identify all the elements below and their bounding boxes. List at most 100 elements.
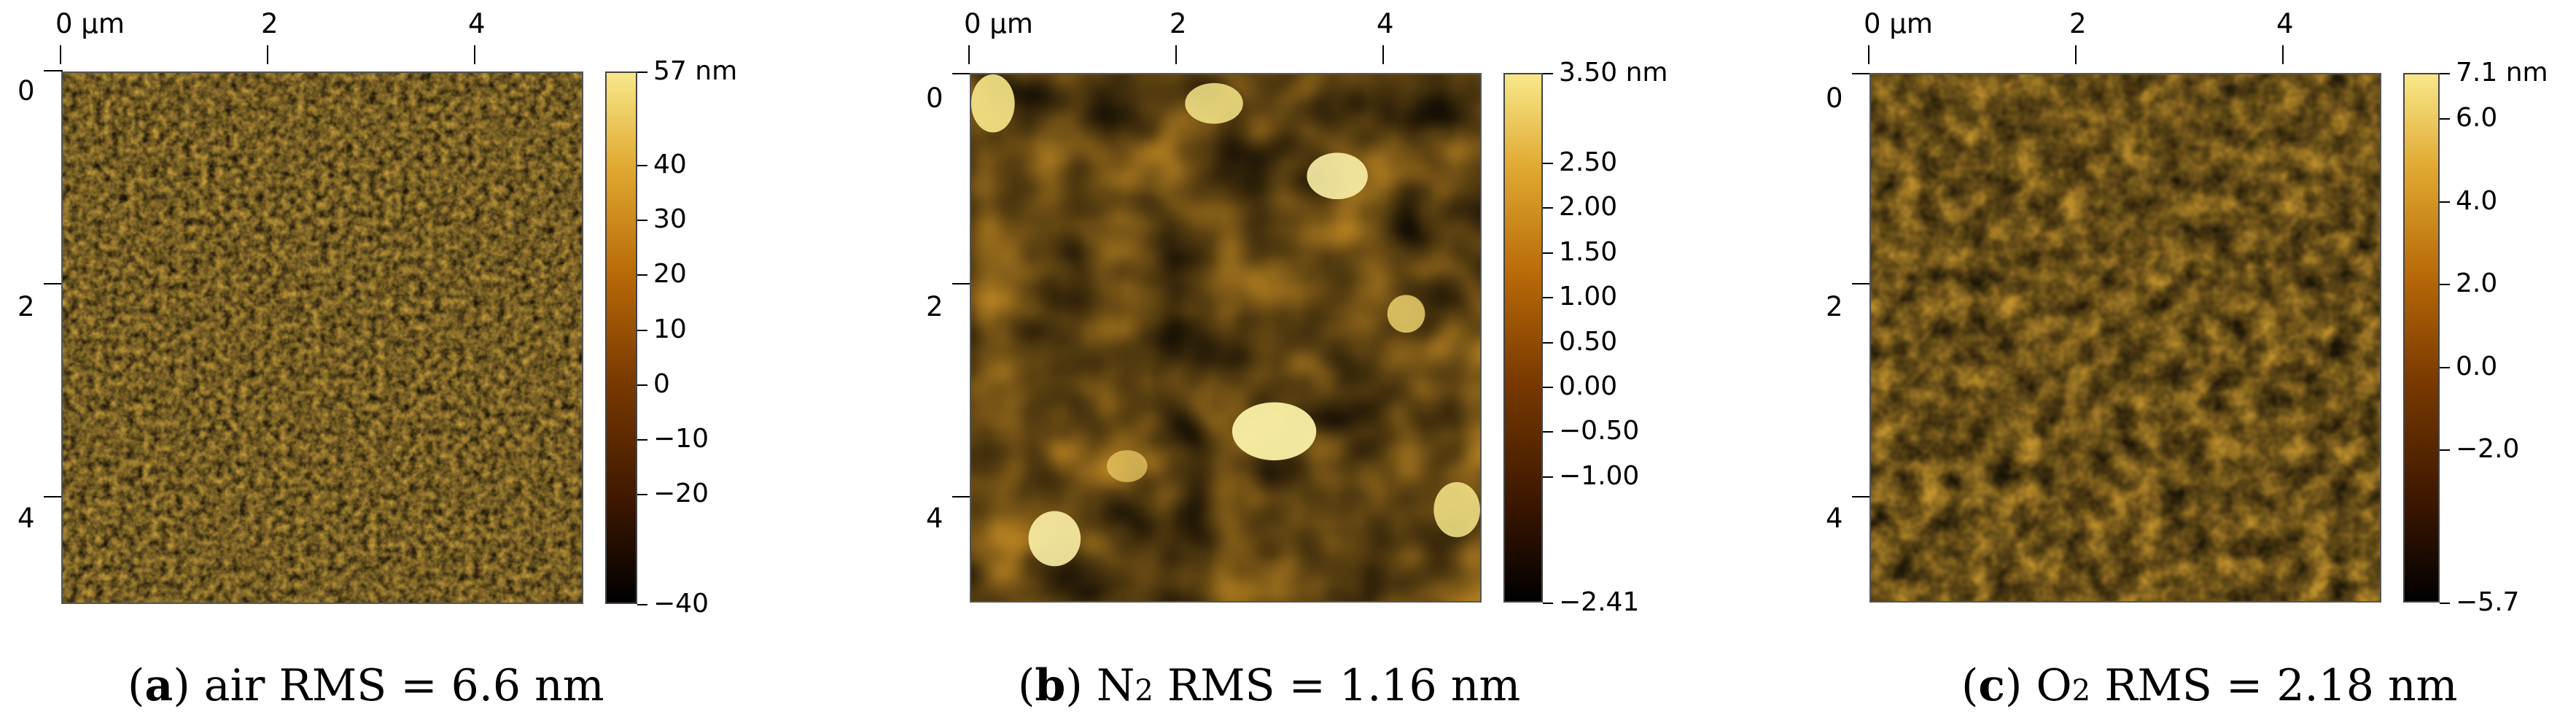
colorbar-tick-mark bbox=[1543, 341, 1553, 344]
colorbar-tick-mark bbox=[637, 439, 647, 441]
y-tick-label: 2 bbox=[926, 291, 943, 322]
colorbar-tick-mark bbox=[2440, 118, 2450, 120]
panel-a: 0 µm 2 4 0 2 4 57 nm 40 30 20 10 0 −10 −20 −40 (… bbox=[0, 0, 858, 728]
colorbar-tick-mark bbox=[1543, 476, 1553, 478]
colorbar bbox=[1503, 73, 1543, 603]
colorbar-tick-label: 4.0 bbox=[2456, 185, 2498, 216]
colorbar-tick-mark bbox=[2440, 366, 2450, 368]
colorbar-tick-mark bbox=[637, 329, 647, 331]
x-tick-label: 4 bbox=[1377, 8, 1394, 39]
x-tick-label: 2 bbox=[1170, 8, 1187, 39]
caption: (b) N2 RMS = 1.16 nm bbox=[1018, 660, 1521, 711]
x-tick-label: 4 bbox=[468, 8, 486, 39]
x-tick-label: 0 µm bbox=[55, 8, 125, 39]
caption: (c) O2 RMS = 2.18 nm bbox=[1961, 660, 2458, 711]
caption-gas-subscript: 2 bbox=[2071, 674, 2091, 708]
x-tick-label: 0 µm bbox=[1864, 8, 1933, 39]
colorbar-tick-mark bbox=[1543, 431, 1553, 433]
colorbar-tick-label: −2.41 bbox=[1559, 587, 1640, 617]
colorbar-tick-mark bbox=[1543, 207, 1553, 209]
caption-rms: RMS = 6.6 nm bbox=[279, 660, 604, 711]
colorbar-tick-mark bbox=[1543, 162, 1553, 164]
x-tick-mark bbox=[968, 45, 970, 64]
panel-c: 0 µm 2 4 0 2 4 7.1 nm 6.0 4.0 2.0 0.0 −2.0 −5.… bbox=[1808, 0, 2576, 728]
x-tick-mark bbox=[1175, 45, 1177, 64]
colorbar-tick-label: 2.00 bbox=[1559, 192, 1618, 222]
y-tick-label: 4 bbox=[1826, 503, 1843, 534]
x-tick-mark bbox=[2075, 45, 2077, 64]
caption-letter: a bbox=[144, 660, 174, 711]
colorbar-tick-mark bbox=[1543, 252, 1553, 254]
caption-gas: air bbox=[203, 660, 265, 711]
x-tick-mark bbox=[474, 45, 475, 64]
colorbar-tick-mark bbox=[2440, 449, 2450, 452]
colorbar bbox=[605, 71, 637, 604]
y-tick-mark bbox=[1852, 496, 1871, 497]
x-tick-mark bbox=[1382, 45, 1384, 64]
y-tick-mark bbox=[44, 283, 63, 284]
y-tick-mark bbox=[952, 283, 971, 284]
colorbar-tick-mark bbox=[2440, 201, 2450, 203]
panel-b: 0 µm 2 4 0 2 4 3.50 nm 2.50 2.00 1.50 1.00 0.… bbox=[908, 0, 1767, 728]
colorbar-tick-mark bbox=[637, 604, 647, 605]
y-tick-mark bbox=[1852, 73, 1871, 74]
colorbar-tick-label: 0.00 bbox=[1559, 371, 1618, 401]
colorbar-tick-label: 40 bbox=[653, 149, 687, 179]
colorbar-tick-label: 57 nm bbox=[653, 56, 738, 86]
y-tick-mark bbox=[1852, 283, 1871, 284]
colorbar-tick-label: 30 bbox=[653, 204, 687, 235]
colorbar-tick-mark bbox=[1543, 386, 1553, 388]
colorbar-tick-mark bbox=[2440, 603, 2450, 604]
caption-gas: N bbox=[1096, 660, 1135, 711]
colorbar bbox=[2403, 73, 2440, 603]
y-tick-label: 0 bbox=[926, 82, 943, 114]
colorbar-tick-label: 1.00 bbox=[1559, 282, 1618, 312]
x-tick-mark bbox=[2282, 45, 2284, 64]
colorbar-tick-label: 10 bbox=[653, 314, 687, 344]
y-tick-label: 0 bbox=[1826, 82, 1843, 114]
colorbar-tick-label: −0.50 bbox=[1559, 416, 1640, 446]
y-tick-label: 0 bbox=[17, 75, 35, 107]
colorbar-tick-mark bbox=[2440, 284, 2450, 286]
colorbar-tick-mark bbox=[2440, 73, 2450, 74]
y-tick-label: 2 bbox=[1826, 291, 1843, 322]
caption: (a) air RMS = 6.6 nm bbox=[128, 660, 604, 711]
colorbar-tick-label: 0.50 bbox=[1559, 326, 1618, 357]
y-tick-mark bbox=[952, 496, 971, 497]
x-tick-label: 0 µm bbox=[964, 8, 1033, 39]
colorbar-tick-label: 2.50 bbox=[1559, 147, 1618, 177]
x-tick-mark bbox=[267, 45, 268, 64]
y-tick-label: 4 bbox=[17, 503, 35, 534]
colorbar-tick-label: −20 bbox=[653, 479, 709, 509]
colorbar-tick-label: −5.7 bbox=[2456, 587, 2520, 617]
x-tick-mark bbox=[1868, 45, 1869, 64]
y-tick-mark bbox=[44, 496, 63, 497]
x-tick-label: 4 bbox=[2276, 8, 2294, 39]
caption-rms: RMS = 1.16 nm bbox=[1167, 660, 1521, 711]
colorbar-tick-mark bbox=[637, 274, 647, 276]
colorbar-tick-mark bbox=[1543, 297, 1553, 299]
caption-rms: RMS = 2.18 nm bbox=[2104, 660, 2458, 711]
caption-gas: O bbox=[2036, 660, 2072, 711]
colorbar-tick-mark bbox=[637, 71, 647, 73]
colorbar-tick-label: 6.0 bbox=[2456, 103, 2498, 133]
colorbar-tick-label: 2.0 bbox=[2456, 268, 2498, 299]
y-tick-label: 4 bbox=[926, 503, 943, 534]
x-tick-mark bbox=[60, 45, 61, 64]
colorbar-tick-mark bbox=[637, 220, 647, 222]
y-tick-label: 2 bbox=[17, 291, 35, 322]
colorbar-tick-label: 0 bbox=[653, 368, 670, 399]
afm-height-map bbox=[970, 73, 1482, 603]
colorbar-tick-label: 1.50 bbox=[1559, 236, 1618, 267]
colorbar-tick-mark bbox=[1543, 603, 1553, 604]
afm-height-map bbox=[61, 71, 583, 604]
x-tick-label: 2 bbox=[2069, 8, 2087, 39]
caption-letter: c bbox=[1978, 660, 2005, 711]
colorbar-tick-mark bbox=[1543, 73, 1553, 74]
colorbar-tick-label: −1.00 bbox=[1559, 460, 1640, 491]
y-tick-mark bbox=[952, 73, 971, 74]
colorbar-tick-label: −10 bbox=[653, 424, 709, 454]
y-tick-mark bbox=[44, 70, 63, 71]
caption-letter: b bbox=[1035, 660, 1066, 711]
colorbar-tick-label: −40 bbox=[653, 589, 709, 619]
